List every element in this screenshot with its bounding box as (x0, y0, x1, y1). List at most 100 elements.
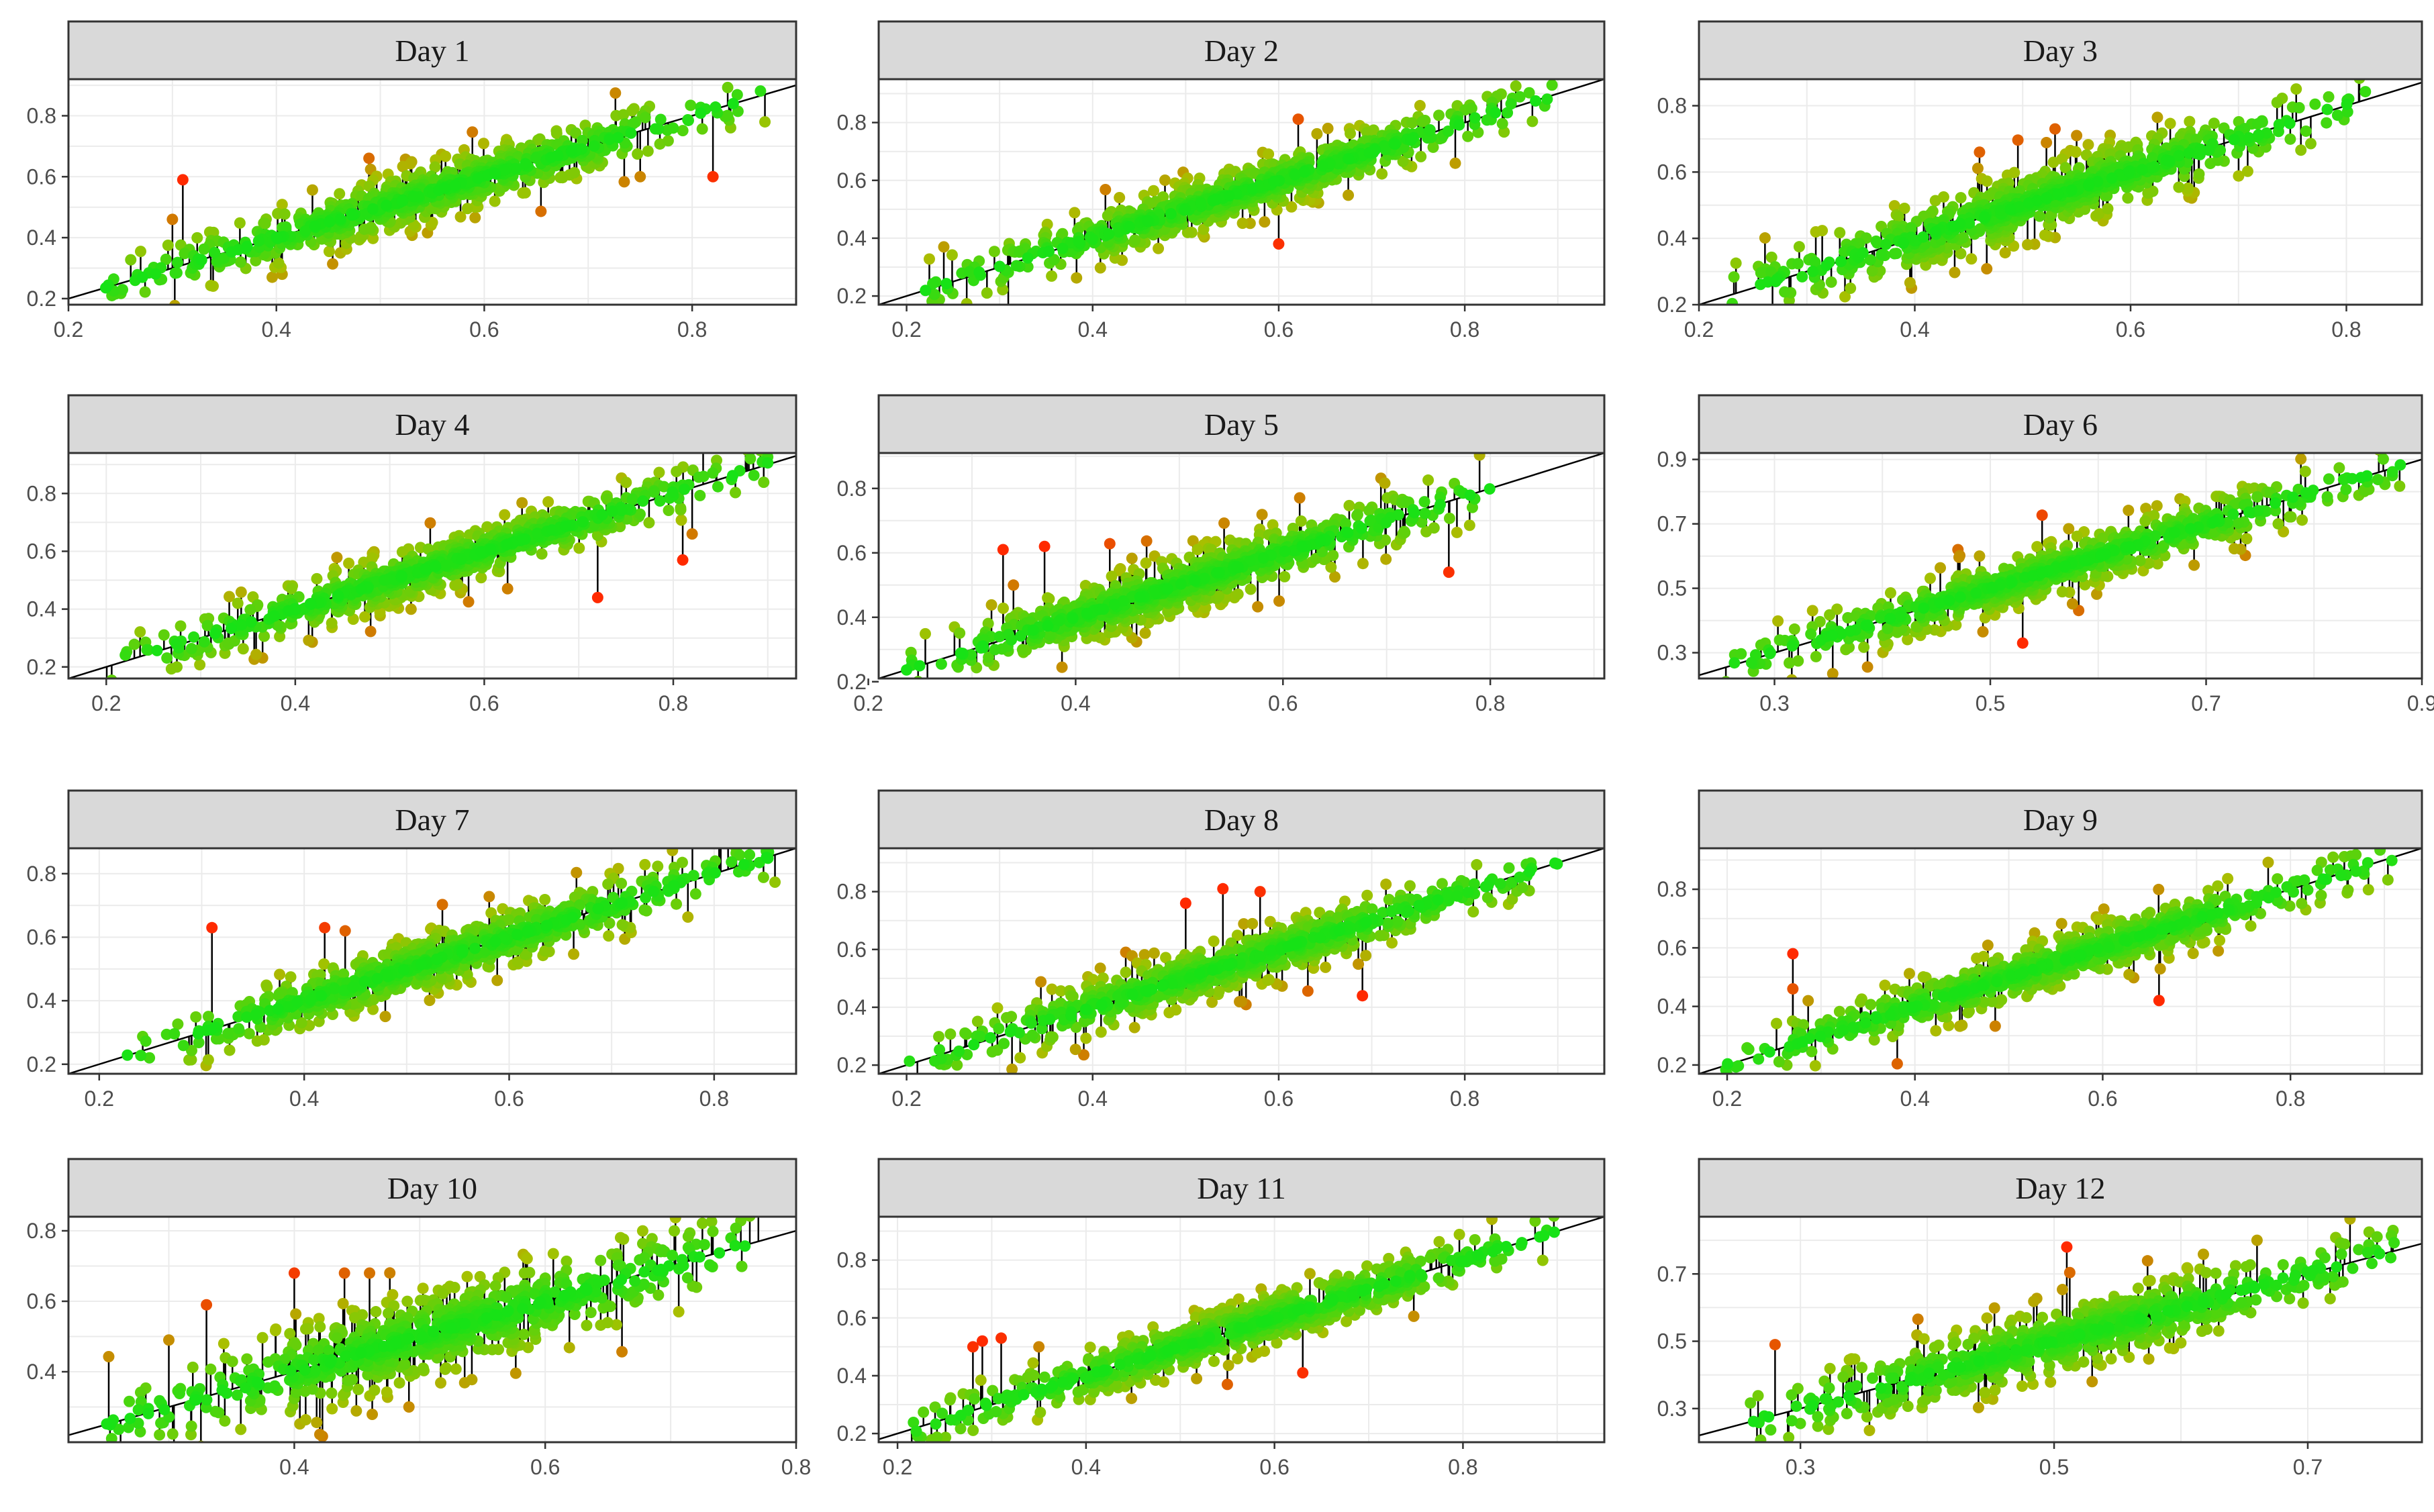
data-point (1340, 517, 1352, 530)
facet-strip (67, 20, 797, 81)
data-point (273, 257, 285, 269)
data-point (1191, 544, 1204, 556)
panel-border (877, 452, 1606, 680)
data-point (612, 132, 624, 144)
data-point (1999, 247, 2011, 259)
data-point (758, 476, 770, 489)
data-point (1299, 166, 1311, 178)
data-point (658, 481, 670, 493)
data-point (161, 652, 173, 664)
data-point (1329, 571, 1341, 583)
data-point (2184, 115, 2196, 128)
facet-title: Day 2 (1204, 34, 1279, 68)
data-point (2243, 132, 2255, 144)
x-tick-label: 0.8 (677, 317, 707, 342)
data-point (225, 622, 237, 634)
data-point (2041, 192, 2053, 204)
data-point (2182, 182, 2194, 194)
data-point (707, 170, 719, 183)
data-point (158, 629, 170, 641)
data-point (626, 105, 638, 117)
facet-panel-day-2: Day 2 0.2 0.4 0.6 0.8 0.2 0.4 0.6 0.8 (837, 20, 1606, 342)
data-point (1357, 558, 1369, 570)
data-point (1809, 256, 1821, 268)
data-point (634, 170, 646, 183)
x-tick-label: 0.8 (1450, 317, 1479, 342)
data-point (1081, 607, 1093, 619)
data-point (1443, 512, 1455, 524)
data-point (1108, 599, 1120, 611)
data-point (1343, 189, 1355, 201)
data-point (686, 528, 698, 540)
data-point (2228, 134, 2240, 146)
data-point (1807, 265, 1819, 277)
data-point (722, 81, 734, 93)
data-point (695, 107, 707, 119)
data-point (1505, 98, 1517, 110)
facet-panel-day-4: Day 4 0.2 0.4 0.6 0.8 0.2 0.4 0.6 0.8 (27, 394, 797, 715)
data-point (1343, 153, 1355, 165)
data-point (250, 254, 262, 266)
data-point (106, 674, 117, 678)
x-tick-label: 0.6 (469, 317, 499, 342)
data-point (1510, 80, 1522, 92)
data-point (332, 590, 344, 602)
data-point (1453, 119, 1465, 131)
data-point (576, 134, 588, 146)
data-point (359, 611, 371, 623)
data-point (1839, 291, 1851, 303)
data-point (1905, 223, 1917, 236)
data-point (1994, 204, 2006, 216)
plot-content (879, 79, 1604, 305)
data-point (726, 470, 738, 482)
data-point (550, 128, 563, 140)
data-point (1888, 200, 1900, 212)
data-point (1268, 175, 1280, 187)
data-point (935, 658, 947, 670)
data-point (259, 217, 271, 230)
data-point (489, 195, 501, 207)
data-point (1327, 550, 1339, 562)
data-point (279, 208, 291, 220)
data-point (1481, 114, 1493, 126)
data-point (1765, 251, 1778, 263)
data-point (464, 529, 476, 541)
data-point (2059, 162, 2072, 174)
data-point (2102, 203, 2114, 215)
data-point (1181, 226, 1194, 238)
data-point (2309, 98, 2321, 110)
data-point (1259, 216, 1271, 228)
data-point (358, 223, 371, 236)
facet-title: Day 5 (1204, 407, 1279, 442)
data-point (2164, 117, 2176, 130)
data-point (461, 203, 473, 215)
data-point (258, 630, 271, 642)
data-point (449, 180, 461, 192)
data-point (1541, 93, 1553, 105)
data-point (326, 617, 338, 629)
data-point (1053, 615, 1065, 627)
data-point (139, 286, 151, 298)
data-point (185, 642, 197, 654)
data-point (2008, 240, 2020, 252)
data-point (1257, 552, 1269, 564)
data-point (2241, 165, 2253, 177)
data-point (2253, 129, 2265, 141)
data-point (1273, 595, 1285, 607)
data-point (1069, 207, 1081, 219)
data-point (1351, 509, 1363, 521)
data-point (1289, 168, 1301, 181)
data-point (2146, 152, 2158, 164)
data-point (1043, 629, 1055, 641)
data-point (535, 205, 547, 217)
data-point (100, 282, 112, 294)
x-tick-label: 0.8 (2331, 317, 2361, 342)
data-point (627, 117, 639, 130)
data-point (160, 253, 172, 265)
data-point (1929, 225, 1941, 238)
data-point (499, 509, 511, 521)
data-point (327, 258, 339, 270)
data-point (2106, 172, 2118, 184)
data-point (2300, 125, 2312, 137)
